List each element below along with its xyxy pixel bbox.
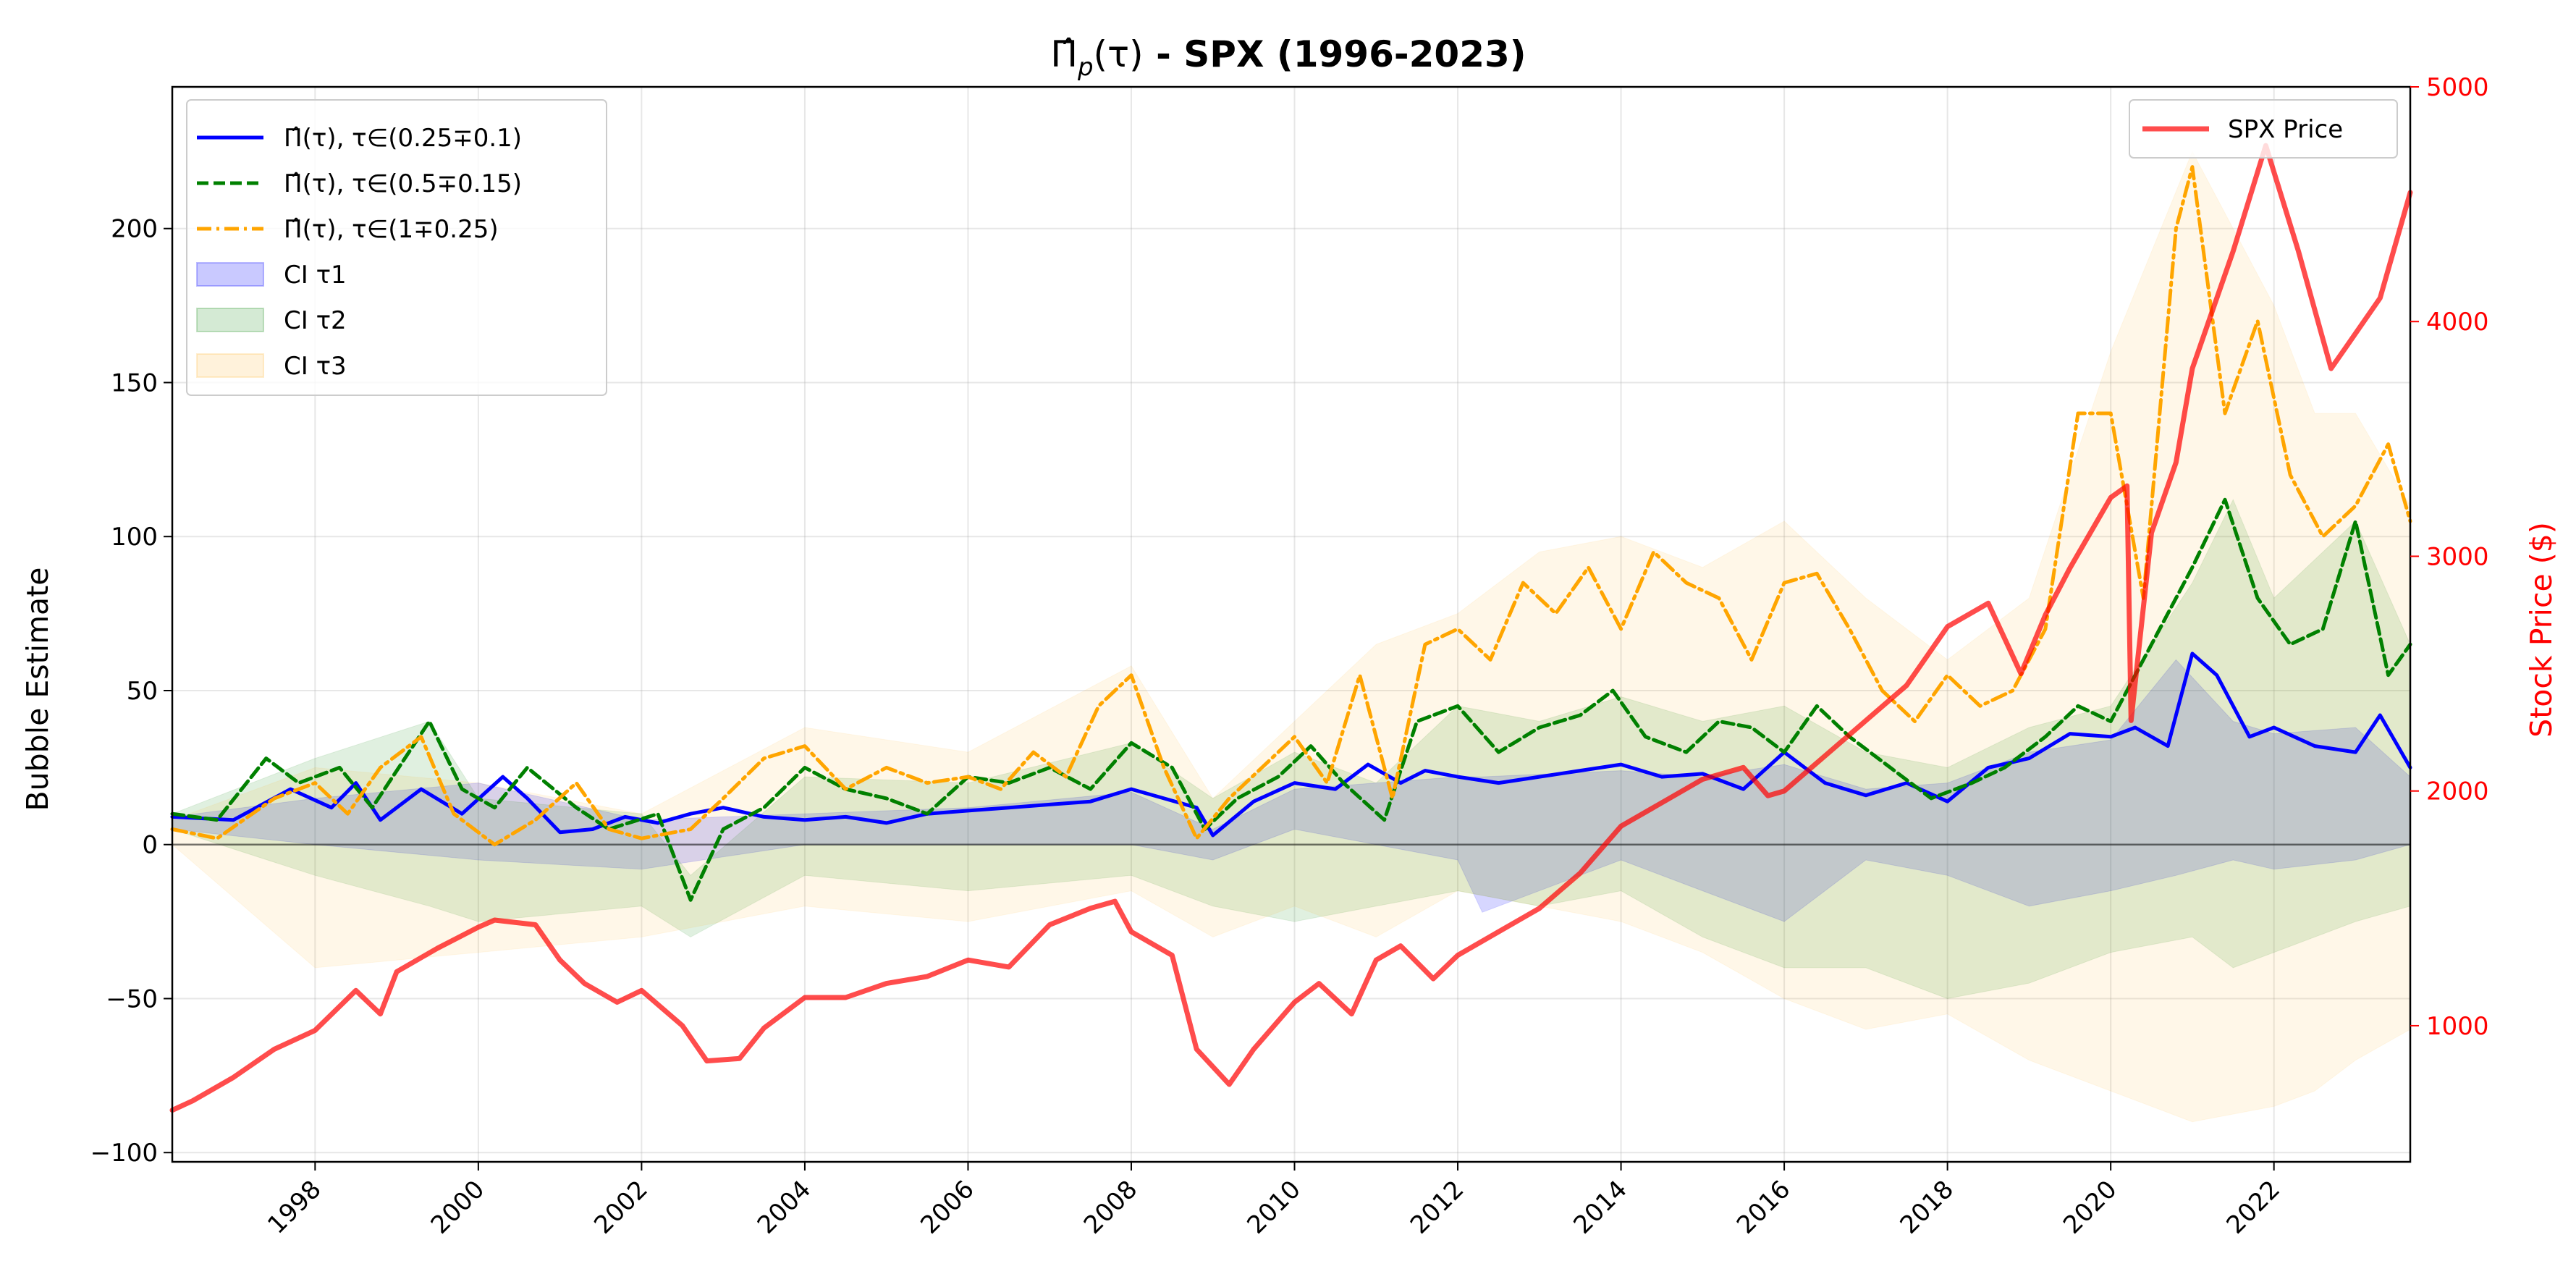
y-axis-label-right: Stock Price ($) — [2524, 522, 2559, 738]
y-right-tick-label: 3000 — [2426, 542, 2489, 571]
y-tick-label: 50 — [127, 677, 158, 706]
y-tick-label: 150 — [111, 368, 158, 397]
legend-right: SPX Price — [2129, 99, 2398, 159]
series-line-3 — [170, 165, 2412, 847]
chart-title: Π̂p(τ) - SPX (1996-2023) — [1050, 33, 1526, 82]
legend-left-box — [186, 99, 607, 396]
y-right-tick-label: 5000 — [2426, 73, 2489, 102]
y-right-tick-label: 4000 — [2426, 308, 2489, 337]
plot-frame — [171, 85, 2412, 1163]
legend-label: Π̂(τ), τ∈(1∓0.25) — [284, 215, 499, 244]
legend-label: Π̂(τ), τ∈(0.5∓0.15) — [284, 169, 522, 198]
series-layer — [169, 143, 2413, 1113]
legend-patch-swatch — [196, 308, 264, 332]
y-tick-label: −50 — [106, 984, 158, 1013]
legend-label: CI τ1 — [284, 261, 347, 290]
title-arg: (τ) — [1094, 33, 1144, 75]
y-tick-label: 200 — [111, 215, 158, 244]
legend-patch-swatch — [196, 353, 264, 378]
legend-patch-swatch — [196, 262, 264, 287]
legend-spx-label: SPX Price — [2228, 115, 2343, 144]
y-right-tick-label: 1000 — [2426, 1012, 2489, 1041]
title-math: Π̂ — [1050, 33, 1078, 75]
y-axis-label: Bubble Estimate — [20, 568, 55, 811]
legend-left: Π̂(τ), τ∈(0.25∓0.1) Π̂(τ), τ∈(0.5∓0.15) Π̂… — [186, 99, 607, 396]
y-tick-label: −100 — [90, 1139, 158, 1168]
legend-label: Π̂(τ), τ∈(0.25∓0.1) — [284, 124, 522, 153]
series-line-2 — [170, 497, 2412, 902]
legend-label: CI τ3 — [284, 352, 347, 381]
y-tick-label: 0 — [142, 831, 158, 860]
title-sub: p — [1077, 53, 1094, 82]
series-line-spx-price — [169, 143, 2413, 1113]
y-right-tick-label: 2000 — [2426, 777, 2489, 806]
series-line-1 — [170, 651, 2412, 838]
title-bold: - SPX (1996-2023) — [1144, 33, 1526, 75]
legend-right-box — [2129, 99, 2398, 159]
legend-label: CI τ2 — [284, 306, 347, 335]
y-tick-label: 100 — [111, 523, 158, 552]
